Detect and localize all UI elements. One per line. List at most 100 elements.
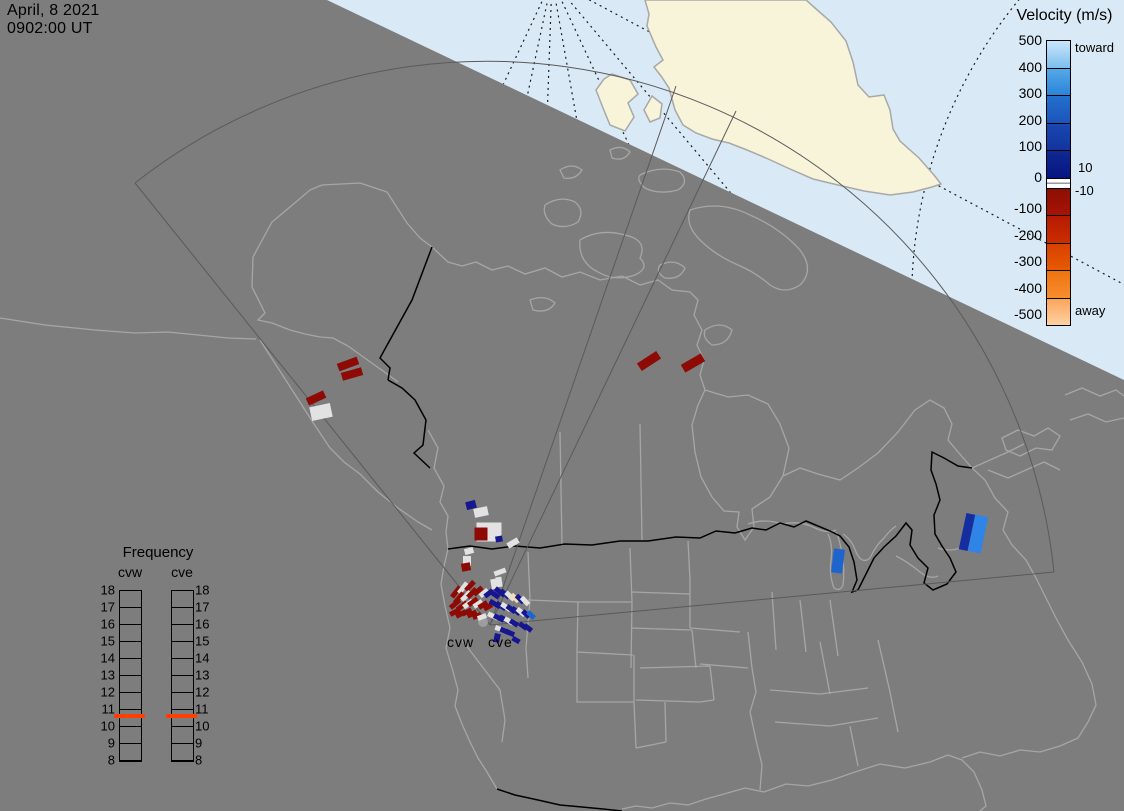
frequency-tick-label: 14 <box>195 650 210 666</box>
frequency-bar-cvw <box>119 590 142 762</box>
velocity-echo-mark <box>495 535 503 543</box>
velocity-color-segment <box>1047 122 1070 150</box>
velocity-echo-mark <box>460 562 472 572</box>
velocity-echo-mark <box>522 623 534 633</box>
frequency-tick-label: 8 <box>195 752 203 768</box>
frequency-tick-line <box>172 726 193 727</box>
frequency-tick-label: 15 <box>195 633 210 649</box>
coastlines-grey <box>0 146 1124 811</box>
velocity-echo-mark <box>636 350 662 372</box>
velocity-color-segment <box>1047 215 1070 243</box>
velocity-echo-mark <box>504 628 516 638</box>
frequency-tick-line <box>172 641 193 642</box>
velocity-echo-mark <box>340 367 364 381</box>
velocity-echo-mark <box>464 579 476 593</box>
frequency-tick-label: 18 <box>100 582 115 598</box>
frequency-tick-line <box>172 692 193 693</box>
velocity-echo-mark <box>448 598 462 610</box>
frequency-tick-line <box>120 760 141 761</box>
frequency-tick-line <box>120 692 141 693</box>
frequency-tick-line <box>120 709 141 710</box>
velocity-echo-mark <box>478 587 490 599</box>
velocity-color-segment <box>1047 242 1070 270</box>
frequency-column-header-cvw: cvw <box>117 564 143 580</box>
frequency-tick-line <box>120 675 141 676</box>
velocity-echo-mark <box>506 537 520 549</box>
frequency-tick-label: 15 <box>100 633 115 649</box>
frequency-legend: Frequency cvw cve 18 17 16 15 14 13 12 11 10 9 8 18… <box>93 544 228 779</box>
frequency-tick-label: 10 <box>195 718 210 734</box>
velocity-echo-mark <box>519 595 531 607</box>
frequency-tick-label: 13 <box>195 667 210 683</box>
frequency-tick-label: 17 <box>100 599 115 615</box>
velocity-echo-mark <box>958 512 976 552</box>
frequency-current-marker <box>114 713 145 718</box>
frequency-tick-line <box>120 624 141 625</box>
frequency-tick-line <box>172 675 193 676</box>
velocity-echo-mark <box>450 585 462 599</box>
velocity-color-segment <box>1047 41 1070 68</box>
velocity-tick-label: 200 <box>1018 111 1042 128</box>
velocity-color-segment <box>1047 270 1070 298</box>
frequency-tick-line <box>120 607 141 608</box>
velocity-echo-mark <box>309 402 333 422</box>
pos-threshold-label: 10 <box>1078 160 1093 175</box>
velocity-echo-mark <box>511 635 521 645</box>
frequency-current-marker <box>166 713 197 718</box>
velocity-echo-mark <box>305 390 327 406</box>
radar-site-label-cvw: cvw <box>447 634 475 650</box>
velocity-tick-label: 300 <box>1018 85 1042 101</box>
frequency-tick-line <box>172 760 193 761</box>
velocity-color-segment <box>1047 67 1070 95</box>
frequency-tick-label: 18 <box>195 582 210 598</box>
velocity-echo-mark <box>831 548 845 574</box>
timestamp-time: 0902:00 UT <box>7 20 93 37</box>
velocity-echo-mark <box>493 567 507 577</box>
velocity-echo-mark <box>476 613 488 621</box>
velocity-echo-mark <box>461 607 473 617</box>
velocity-tick-label: 500 <box>1018 32 1042 48</box>
velocity-echo-mark <box>474 527 488 541</box>
velocity-echo-mark <box>466 609 478 619</box>
velocity-echo-mark <box>493 632 501 644</box>
radar-fov-outline <box>134 60 1055 626</box>
frequency-tick-label: 12 <box>195 684 210 700</box>
timestamp-date: April, 8 2021 <box>7 2 100 19</box>
velocity-echo-mark <box>520 609 532 619</box>
frequency-legend-title: Frequency <box>122 544 194 561</box>
frequency-tick-line <box>120 726 141 727</box>
velocity-echo-mark <box>967 514 989 554</box>
frequency-tick-label: 13 <box>100 667 115 683</box>
frequency-tick-line <box>120 658 141 659</box>
frequency-tick-line <box>172 658 193 659</box>
velocity-color-segment <box>1047 187 1070 215</box>
velocity-echo-mark <box>526 610 536 620</box>
frequency-tick-label: 10 <box>100 718 115 734</box>
velocity-echo-mark <box>466 586 478 600</box>
frequency-tick-line <box>120 743 141 744</box>
timestamp: April, 8 2021 0902:00 UT <box>7 2 99 38</box>
frequency-tick-label: 14 <box>100 650 115 666</box>
velocity-echo-mark <box>482 602 494 612</box>
velocity-echo-mark <box>457 581 469 595</box>
velocity-echo-mark <box>508 618 520 628</box>
frequency-tick-label: 16 <box>195 616 210 632</box>
toward-label: toward <box>1075 40 1115 55</box>
velocity-tick-label: -300 <box>1013 253 1042 269</box>
velocity-echo-mark <box>680 353 706 373</box>
zero-velocity-band <box>1047 177 1070 188</box>
frequency-tick-line <box>120 641 141 642</box>
frequency-tick-label: 11 <box>101 701 116 717</box>
frequency-tick-label: 12 <box>100 684 115 700</box>
frequency-bar-cve <box>171 590 194 762</box>
greenland-landmass <box>595 0 943 196</box>
frequency-tick-label: 16 <box>100 616 115 632</box>
velocity-echo-mark <box>472 599 484 609</box>
velocity-color-segment <box>1047 95 1070 123</box>
velocity-tick-label: 0 <box>1034 169 1042 185</box>
velocity-echo-mark <box>472 585 484 597</box>
velocity-tick-label: -500 <box>1013 306 1042 322</box>
velocity-echo-mark <box>336 356 360 372</box>
